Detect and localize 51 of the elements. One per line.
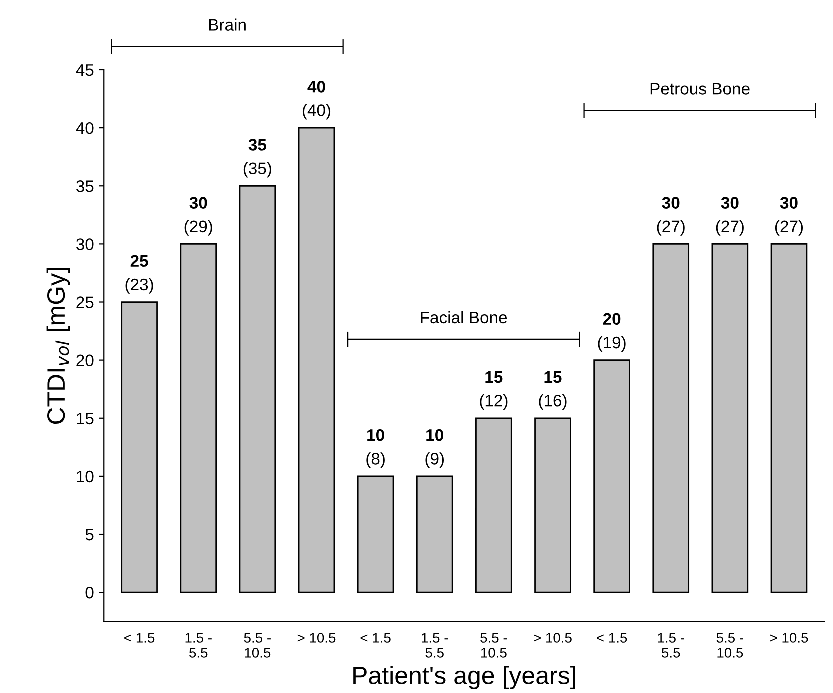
data-label: 30 (27) xyxy=(657,197,685,236)
y-tick-label: 35 xyxy=(76,180,94,192)
annotation: Petrous Bone xyxy=(650,83,750,95)
x-tick-label: 5.5 - 10.5 xyxy=(480,633,508,658)
annotation: Facial Bone xyxy=(421,311,508,324)
x-axis-title: Patient's age [years] xyxy=(354,666,576,690)
y-tick-label: 15 xyxy=(77,412,94,425)
y-tick-label: 40 xyxy=(76,122,94,134)
bar xyxy=(357,476,394,594)
x-tick-label: < 1.5 xyxy=(360,633,391,643)
bar xyxy=(712,243,749,594)
bar xyxy=(652,243,690,594)
data-label: 30 (29) xyxy=(184,197,212,236)
data-label: 35 (35) xyxy=(244,139,272,178)
y-tick-label: 25 xyxy=(76,296,94,308)
y-tick-label: 30 xyxy=(76,238,94,250)
bar xyxy=(121,302,158,594)
data-label: 10 (8) xyxy=(366,429,385,468)
y-tick-label: 45 xyxy=(76,64,94,76)
data-label: 15 (12) xyxy=(480,372,508,410)
x-tick-label: 1.5 - 5.5 xyxy=(186,633,212,658)
x-tick-label: > 10.5 xyxy=(298,633,336,643)
x-tick-label: > 10.5 xyxy=(534,633,572,643)
text: Brain xyxy=(209,18,246,31)
data-label: 20 (19) xyxy=(598,313,626,352)
y-tick-label: 20 xyxy=(76,354,94,367)
data-label: 10 (9) xyxy=(426,429,444,468)
bar xyxy=(476,418,512,594)
bar xyxy=(534,418,572,594)
x-tick-label: > 10.5 xyxy=(770,633,808,643)
y-tick-label: 5 xyxy=(86,529,94,541)
bar xyxy=(298,127,336,594)
x-tick-label: 1.5 - 5.5 xyxy=(658,633,684,658)
data-label: 30 (27) xyxy=(775,197,804,236)
data-label: 30 (27) xyxy=(716,197,744,236)
y-axis-title: CTDI$_{vol}$ [mGy] xyxy=(46,268,70,424)
bar xyxy=(180,243,218,594)
bar xyxy=(416,476,454,594)
data-label: 40 (40) xyxy=(302,81,331,120)
bar xyxy=(594,360,630,594)
x-tick-label: 5.5 - 10.5 xyxy=(244,633,271,658)
x-tick-label: < 1.5 xyxy=(597,633,628,643)
bar xyxy=(770,243,808,594)
data-label: 15 (16) xyxy=(539,372,567,410)
x-tick-label: < 1.5 xyxy=(124,633,155,643)
y-tick-label: 0 xyxy=(86,586,94,599)
bar xyxy=(239,185,276,594)
y-tick-label: 10 xyxy=(77,470,94,483)
x-tick-label: 5.5 - 10.5 xyxy=(716,633,744,658)
data-label: 25 (23) xyxy=(126,255,154,294)
x-tick-label: 1.5 - 5.5 xyxy=(422,633,448,658)
